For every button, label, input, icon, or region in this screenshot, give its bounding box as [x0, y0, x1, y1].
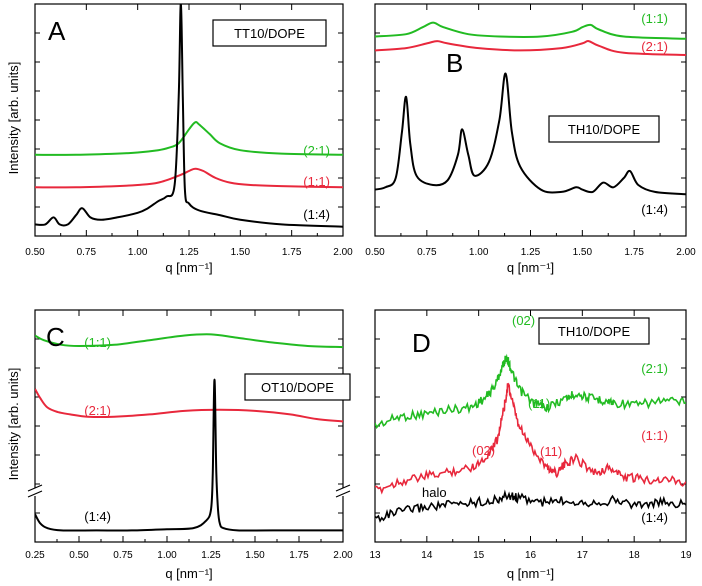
chart-title: TH10/DOPE — [568, 122, 641, 137]
series-label: (2:1) — [303, 143, 330, 158]
x-tick-label: 1.25 — [521, 247, 541, 258]
series-label: (2:1) — [84, 403, 111, 418]
x-axis-title: q [nm⁻¹] — [507, 566, 554, 581]
series-label: (2:1) — [641, 361, 668, 376]
series-label: (1:4) — [84, 509, 111, 524]
series-line--1-4- — [375, 489, 686, 523]
series-line--1-4- — [375, 72, 686, 196]
x-tick-label: 0.50 — [25, 247, 45, 258]
x-tick-label: 1.50 — [245, 550, 265, 561]
series-label: (1:1) — [303, 174, 330, 189]
series-label: (1:4) — [303, 207, 330, 222]
series-group — [375, 21, 686, 196]
series-line--2-1- — [35, 388, 343, 423]
series-line--1-1- — [375, 21, 686, 40]
x-tick-label: 2.00 — [333, 550, 353, 561]
series-line--1-1- — [375, 382, 686, 495]
peak-annotation: halo — [422, 485, 447, 500]
axis-break-mask — [337, 488, 349, 496]
chart-title: TT10/DOPE — [234, 26, 305, 41]
x-tick-label: 1.75 — [624, 247, 644, 258]
x-tick-label: 17 — [577, 550, 589, 561]
series-line--1-4- — [35, 378, 343, 532]
panel-b: 0.50 0.75 1.00 1.25 1.50 1.75 2.00 (1:1) (2:1) (1… — [365, 3, 696, 275]
series-line--2-1- — [375, 353, 686, 430]
peak-annotation: (02) — [512, 313, 535, 328]
x-tick-label: 1.00 — [469, 247, 489, 258]
x-tick-label: 0.50 — [69, 550, 89, 561]
chart-title: TH10/DOPE — [558, 324, 631, 339]
x-tick-label: 1.75 — [289, 550, 309, 561]
panel-letter: D — [412, 328, 431, 358]
peak-annotation: (11) — [540, 444, 562, 459]
title-box — [548, 115, 660, 143]
panel-letter: B — [446, 48, 463, 78]
x-axis-title: q [nm⁻¹] — [165, 566, 212, 581]
axis-break-mask — [29, 488, 41, 496]
axis-break-mark — [27, 484, 43, 498]
series-label: (1:1) — [641, 11, 668, 26]
panel-d: 13 14 15 16 17 18 19 (2:1) (1:1) (1:4) TH10/DOPE Dq… — [369, 309, 692, 581]
series-group — [375, 353, 686, 523]
series-label: (1:4) — [641, 510, 668, 525]
axis-break-mark — [335, 484, 351, 498]
x-tick-label: 2.00 — [333, 247, 353, 258]
series-line--1-1- — [35, 333, 343, 349]
series-label: (1:4) — [641, 202, 668, 217]
series-label: (2:1) — [641, 39, 668, 54]
x-tick-label: 15 — [473, 550, 485, 561]
x-tick-label: 1.50 — [573, 247, 593, 258]
x-tick-label: 1.75 — [282, 247, 302, 258]
x-tick-label: 0.50 — [365, 247, 385, 258]
panel-letter: C — [46, 322, 65, 352]
x-tick-label: 1.25 — [179, 247, 199, 258]
x-tick-label: 14 — [421, 550, 433, 561]
series-line--1-1- — [35, 167, 343, 189]
series-group — [35, 4, 343, 228]
x-tick-label: 1.00 — [128, 247, 148, 258]
series-line--1-4- — [35, 4, 343, 228]
x-tick-label: 13 — [369, 550, 381, 561]
x-tick-label: 2.00 — [676, 247, 696, 258]
x-tick-label: 0.25 — [25, 550, 45, 561]
x-axis-title: q [nm⁻¹] — [165, 260, 212, 275]
x-tick-label: 0.75 — [77, 247, 97, 258]
chart-title: OT10/DOPE — [261, 380, 334, 395]
x-tick-label: 0.75 — [113, 550, 133, 561]
title-box — [244, 373, 351, 401]
x-tick-label: 1.50 — [231, 247, 251, 258]
y-axis-title: Intensity [arb. units] — [6, 368, 21, 481]
series-group — [35, 333, 343, 532]
y-axis-title: Intensity [arb. units] — [6, 62, 21, 175]
x-tick-label: 0.75 — [417, 247, 437, 258]
panel-c: 0.25 0.50 0.75 1.00 1.25 1.50 1.75 2.00 (1:1) (2:… — [6, 309, 353, 581]
series-line--2-1- — [35, 121, 343, 156]
series-label: (1:1) — [641, 428, 668, 443]
series-line--2-1- — [375, 40, 686, 56]
x-tick-label: 19 — [680, 550, 692, 561]
title-box — [538, 317, 650, 345]
title-box — [212, 19, 327, 47]
x-tick-label: 16 — [525, 550, 537, 561]
panel-a: 0.50 0.75 1.00 1.25 1.50 1.75 2.00 (2:1) (1:1) (1… — [6, 3, 353, 275]
x-tick-label: 1.25 — [201, 550, 221, 561]
x-tick-label: 18 — [629, 550, 641, 561]
series-label: (1:1) — [84, 335, 111, 350]
peak-annotation: (02) — [472, 443, 495, 458]
peak-annotation: (11) — [528, 396, 550, 411]
panel-letter: A — [48, 16, 66, 46]
x-tick-label: 1.00 — [157, 550, 177, 561]
x-axis-title: q [nm⁻¹] — [507, 260, 554, 275]
